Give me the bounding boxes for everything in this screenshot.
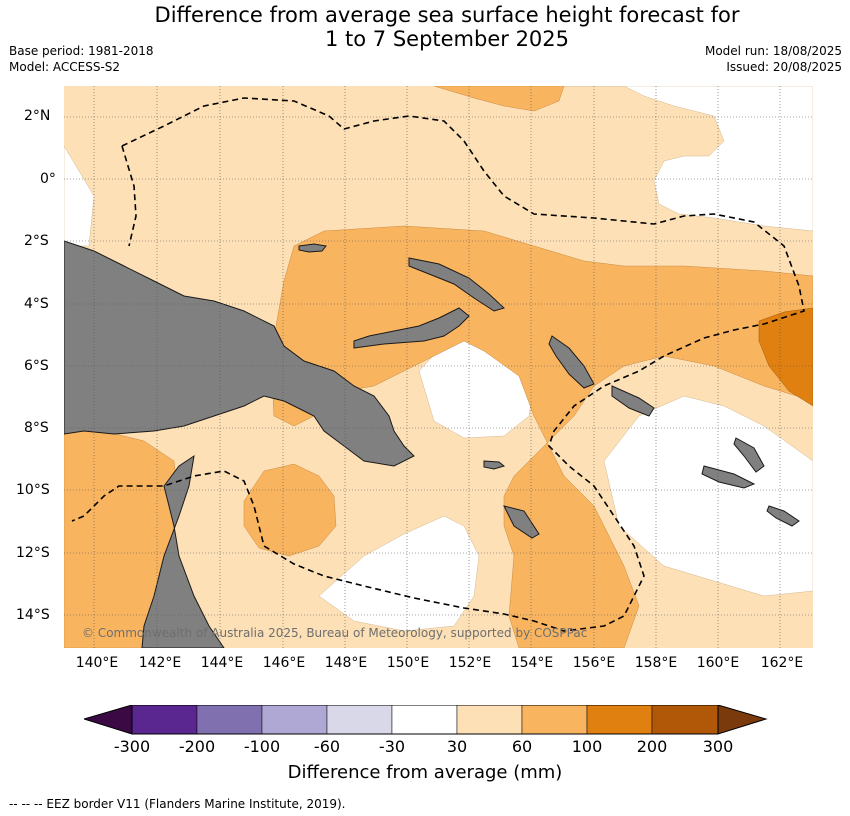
choiseul — [611, 385, 655, 417]
land-masses — [64, 240, 800, 648]
meta-right: Model run: 18/08/2025 Issued: 20/08/2025 — [705, 43, 842, 75]
colorbar-swatch — [131, 705, 198, 735]
lon-label: 160°E — [696, 655, 740, 671]
lon-label: 144°E — [200, 655, 244, 671]
lat-label: 2°N — [24, 108, 51, 124]
guadalcanal — [701, 465, 756, 489]
cape-york — [141, 454, 225, 648]
title-line-1: Difference from average sea surface heig… — [154, 3, 740, 27]
lat-label: 10°S — [16, 482, 50, 498]
colorbar — [84, 705, 768, 735]
colorbar-tick: 200 — [636, 737, 668, 756]
colorbar-swatch — [196, 705, 263, 735]
lat-label: 14°S — [16, 607, 50, 623]
copyright-note: © Commonwealth of Australia 2025, Bureau… — [82, 626, 587, 640]
colorbar-low-arrow — [84, 705, 133, 735]
colorbar-tick: 300 — [702, 737, 734, 756]
colorbar-tick: 60 — [511, 737, 533, 756]
lon-label: 142°E — [138, 655, 182, 671]
colorbar-high-arrow — [717, 705, 768, 735]
title-line-2: 1 to 7 September 2025 — [324, 27, 570, 51]
new-britain — [353, 307, 470, 349]
colorbar-swatch — [456, 705, 523, 735]
colorbar-tick: -200 — [178, 737, 216, 756]
model-run: Model run: 18/08/2025 — [704, 44, 842, 58]
model-name: Model: ACCESS-S2 — [9, 60, 121, 74]
colorbar-swatch — [261, 705, 328, 735]
malaita — [733, 437, 765, 473]
lat-label: 4°S — [24, 296, 49, 312]
lon-label: 148°E — [324, 655, 368, 671]
makira — [766, 505, 800, 527]
new-guinea — [64, 240, 415, 467]
woodlark — [483, 460, 506, 470]
eez-border — [71, 97, 805, 632]
lat-label: 8°S — [24, 420, 49, 436]
bougainville — [548, 335, 595, 389]
base-period: Base period: 1981-2018 — [9, 44, 154, 58]
colorbar-tick: -30 — [378, 737, 406, 756]
lon-label: 158°E — [634, 655, 678, 671]
new-ireland — [408, 257, 505, 312]
lat-label: 12°S — [16, 545, 50, 561]
map-canvas: © Commonwealth of Australia 2025, Bureau… — [64, 86, 813, 648]
meta-left: Base period: 1981-2018 Model: ACCESS-S2 — [9, 43, 154, 75]
colorbar-swatch — [391, 705, 458, 735]
colorbar-tick: 100 — [571, 737, 603, 756]
colorbar-swatch — [651, 705, 719, 735]
mid-orange-south-west — [243, 463, 337, 557]
colorbar-tick: -100 — [243, 737, 281, 756]
lon-label: 156°E — [572, 655, 616, 671]
lon-label: 154°E — [510, 655, 554, 671]
graticule — [64, 86, 813, 648]
eez-border-west — [121, 145, 137, 247]
white-area-north-east — [564, 86, 813, 232]
mid-orange-north — [433, 86, 565, 112]
eez-legend-note: -- -- -- EEZ border V11 (Flanders Marine… — [9, 797, 346, 811]
white-area-north-west — [64, 145, 95, 247]
colorbar-tick: 30 — [446, 737, 468, 756]
lon-label: 162°E — [760, 655, 804, 671]
lat-label: 6°S — [24, 358, 49, 374]
issued-date: Issued: 20/08/2025 — [726, 60, 842, 74]
colorbar-tick: -300 — [113, 737, 151, 756]
map-title: Difference from average sea surface heig… — [0, 3, 850, 51]
colorbar-title: Difference from average (mm) — [287, 762, 563, 783]
louisiade — [503, 505, 540, 539]
lat-label: 0° — [40, 171, 56, 187]
lon-label: 150°E — [386, 655, 430, 671]
colorbar-tick: -60 — [313, 737, 341, 756]
colorbar-frame — [131, 705, 719, 735]
colorbar-swatch — [586, 705, 653, 735]
lon-label: 146°E — [262, 655, 306, 671]
colorbar-swatch — [326, 705, 393, 735]
colorbar-swatch — [521, 705, 588, 735]
lat-label: 2°S — [24, 233, 49, 249]
lon-label: 152°E — [448, 655, 492, 671]
dark-orange-area — [758, 307, 813, 407]
map-panel: © Commonwealth of Australia 2025, Bureau… — [64, 86, 813, 648]
lon-label: 140°E — [75, 655, 119, 671]
manus — [298, 243, 327, 253]
